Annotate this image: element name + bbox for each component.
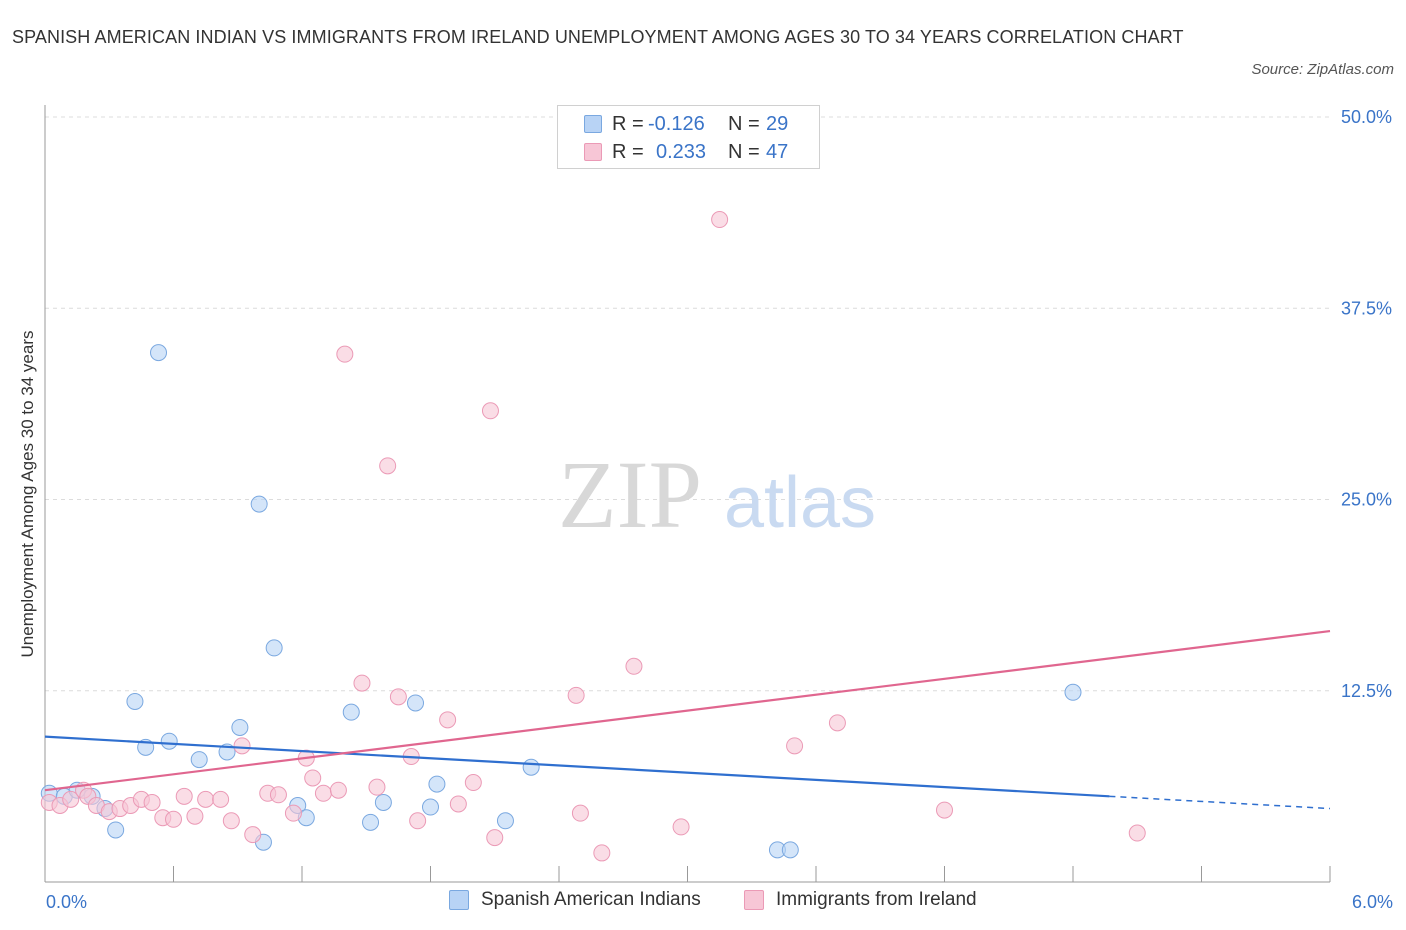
pink-data-point: [625, 657, 643, 675]
pink-data-point: [711, 211, 729, 229]
blue-data-point: [1064, 683, 1082, 701]
pink-data-point: [329, 781, 347, 799]
y-tick-label: 50.0%: [1341, 107, 1392, 127]
pink-data-point: [222, 812, 240, 830]
legend-n-value: 47: [766, 140, 789, 163]
pink-data-point: [186, 807, 204, 825]
pink-data-point: [284, 804, 302, 822]
legend-swatch-pink: [584, 143, 602, 161]
bottom-legend-immigrants-from-ireland: Immigrants from Ireland: [744, 889, 977, 911]
pink-data-point: [314, 784, 332, 802]
legend-row-spanish-american-indians: R = -0.126 N = 29: [584, 111, 788, 137]
x-tick-label: 0.0%: [46, 892, 87, 912]
pink-data-point: [571, 804, 589, 822]
blue-data-point: [190, 751, 208, 769]
pink-data-point: [379, 457, 397, 475]
x-tick-label: 6.0%: [1352, 892, 1393, 912]
blue-data-point: [107, 821, 125, 839]
legend-r-label: R =: [612, 140, 644, 163]
pink-data-point: [304, 769, 322, 787]
pink-data-point: [244, 826, 262, 844]
watermark-zip: ZIP: [558, 441, 702, 548]
chart-title: SPANISH AMERICAN INDIAN VS IMMIGRANTS FR…: [12, 27, 1184, 47]
blue-data-point: [150, 344, 168, 362]
pink-data-point: [389, 688, 407, 706]
legend-row-immigrants-from-ireland: R = 0.233 N = 47: [584, 139, 788, 165]
bottom-legend-label: Spanish American Indians: [481, 889, 701, 910]
source-credit: Source: ZipAtlas.com: [1251, 61, 1394, 78]
bottom-legend-label: Immigrants from Ireland: [776, 889, 977, 910]
pink-data-point: [567, 686, 585, 704]
blue-data-point: [126, 692, 144, 710]
legend-r-label: R =: [612, 112, 644, 135]
pink-data-point: [175, 787, 193, 805]
pink-data-point: [269, 786, 287, 804]
blue-trend-line: [44, 735, 1110, 798]
pink-data-point: [481, 402, 499, 420]
legend-r-value: 0.233: [656, 140, 707, 163]
pink-data-point: [486, 829, 504, 847]
pink-data-point: [449, 795, 467, 813]
watermark-atlas: atlas: [724, 463, 876, 543]
blue-data-point: [781, 841, 799, 859]
axes: [44, 105, 1331, 883]
blue-data-point: [362, 813, 380, 831]
blue-data-point: [407, 694, 425, 712]
pink-data-point: [368, 778, 386, 796]
pink-data-point: [672, 818, 690, 836]
pink-data-point: [143, 793, 161, 811]
pink-data-point: [165, 810, 182, 828]
blue-data-point: [522, 758, 540, 776]
blue-data-point: [428, 775, 446, 793]
trend-lines: [44, 629, 1331, 810]
grid-lines: [45, 116, 1330, 692]
legend-swatch-blue: [584, 115, 602, 133]
y-tick-label: 37.5%: [1341, 298, 1392, 318]
data-points: [40, 211, 1146, 862]
blue-data-point: [342, 703, 360, 721]
bottom-legend-swatch-pink: [744, 890, 764, 910]
y-tick-label: 12.5%: [1341, 681, 1392, 701]
pink-data-point: [464, 774, 482, 792]
pink-data-point: [786, 737, 804, 755]
bottom-legend-swatch-blue: [449, 890, 469, 910]
y-tick-label: 25.0%: [1341, 490, 1392, 510]
y-axis-label: Unemployment Among Ages 30 to 34 years: [18, 331, 37, 658]
pink-data-point: [409, 812, 427, 830]
stats-legend: R = -0.126 N = 29 R = 0.233 N = 47: [557, 105, 820, 169]
blue-data-point: [422, 798, 439, 816]
pink-data-point: [936, 801, 953, 819]
bottom-legend-spanish-american-indians: Spanish American Indians: [449, 889, 701, 911]
blue-data-point: [250, 495, 268, 513]
blue-trend-extension: [1109, 795, 1331, 810]
pink-data-point: [353, 674, 371, 692]
pink-data-point: [439, 711, 457, 729]
pink-data-point: [62, 790, 80, 808]
pink-data-point: [1128, 824, 1146, 842]
pink-data-point: [336, 345, 354, 363]
blue-data-point: [160, 732, 178, 750]
blue-data-point: [374, 793, 392, 811]
pink-data-point: [828, 714, 846, 732]
tick-labels: 12.5% 25.0% 37.5% 50.0% 0.0% 6.0%: [46, 107, 1393, 912]
legend-n-label: N =: [728, 140, 760, 163]
blue-data-point: [231, 718, 249, 736]
pink-trend-line: [44, 629, 1331, 792]
legend-n-value: 29: [766, 112, 789, 135]
legend-r-value: -0.126: [648, 112, 705, 135]
legend-n-label: N =: [728, 112, 760, 135]
pink-data-point: [197, 790, 215, 808]
blue-data-point: [265, 639, 283, 657]
pink-data-point: [593, 844, 611, 862]
pink-data-point: [233, 737, 251, 755]
blue-data-point: [496, 812, 514, 830]
pink-data-point: [212, 790, 230, 808]
